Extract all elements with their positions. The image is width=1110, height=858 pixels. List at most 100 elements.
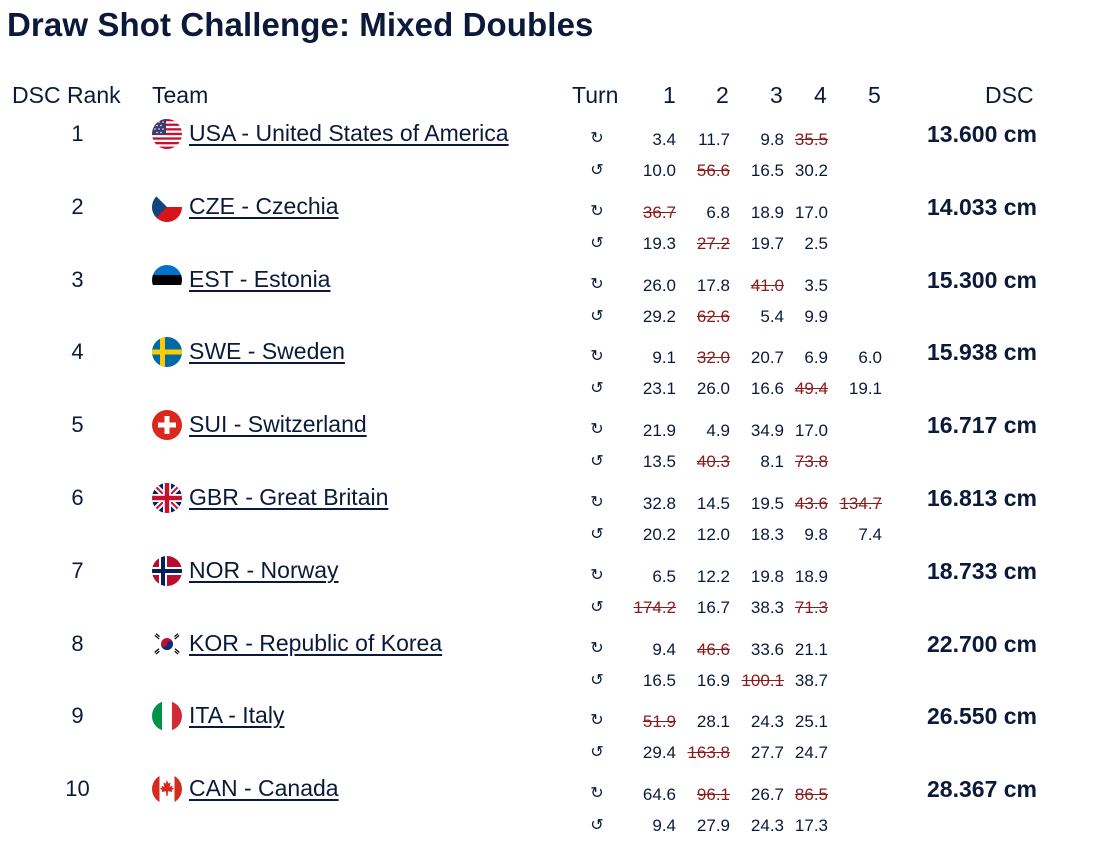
shot-score: 16.5	[750, 161, 784, 180]
rank-value: 7	[71, 557, 84, 583]
counterclockwise-turn-icon: ↺	[590, 162, 604, 179]
table-row: 3 EST - Estonia ↻ ↺ 26.0 17.8 41.0 3.5 29.2 62.6 5…	[0, 264, 1110, 336]
shot-score: 24.7	[794, 743, 828, 763]
dsc-value: 15.300 cm	[927, 266, 1037, 293]
clockwise-turn-icon: ↻	[590, 639, 604, 657]
shot-score: 6.9	[804, 348, 828, 368]
shot-score: 12.0	[696, 525, 730, 544]
shot-score: 13.5	[642, 452, 676, 472]
discarded-score: 46.6	[696, 639, 730, 659]
shot-score: 17.0	[794, 202, 828, 222]
header-end-2: 2	[716, 82, 729, 108]
table-row: 10 CAN - Canada ↻ ↺ 64.6 96.1 26.7 86.5 9.4 27.9 2…	[0, 773, 1110, 845]
team-link[interactable]: SWE - Sweden	[189, 338, 345, 365]
dsc-value: 16.717 cm	[927, 412, 1037, 439]
shot-score: 19.1	[848, 379, 882, 399]
shot-score: 24.3	[750, 712, 784, 732]
dsc-value: 28.367 cm	[927, 776, 1037, 803]
shot-score: 27.9	[696, 816, 730, 836]
shot-score: 12.2	[696, 566, 730, 586]
discarded-score: 36.7	[642, 202, 676, 222]
table-row: 1 USA - United States of America ↻ ↺ 3.4 11.7…	[0, 118, 1110, 190]
table-row: 6 GBR - Great Britain ↻ ↺ 32.8 14.5 19.5 43.6 13…	[0, 482, 1110, 554]
shot-score: 19.7	[750, 233, 784, 253]
shot-score: 2.5	[804, 233, 828, 253]
dsc-value: 22.700 cm	[927, 630, 1037, 657]
team-link[interactable]: GBR - Great Britain	[189, 484, 389, 510]
shot-score: 18.3	[750, 525, 784, 544]
shot-score: 38.7	[794, 670, 828, 690]
team-link[interactable]: ITA - Italy	[189, 702, 285, 729]
clockwise-turn-icon: ↻	[590, 130, 604, 147]
team-link[interactable]: NOR - Norway	[189, 556, 339, 583]
shot-score: 18.9	[794, 566, 828, 586]
shot-score: 27.7	[750, 743, 784, 763]
team-link[interactable]: EST - Estonia	[189, 265, 331, 292]
rank-value: 10	[65, 776, 90, 802]
shot-score: 19.3	[642, 233, 676, 253]
shot-score: 3.4	[652, 130, 676, 149]
shot-score: 11.7	[698, 130, 730, 149]
header-dsc: DSC	[985, 82, 1034, 108]
table-row: 5 SUI - Switzerland ↻ ↺ 21.9 4.9 34.9 17.0 13.5 4…	[0, 409, 1110, 481]
shot-score: 9.9	[804, 306, 828, 326]
header-dsc-rank: DSC Rank	[12, 82, 121, 108]
table-row: 2 CZE - Czechia ↻ ↺ 36.7 6.8 18.9 17.0 19.3 27.2 1…	[0, 191, 1110, 263]
counterclockwise-turn-icon: ↺	[590, 671, 604, 689]
shot-score: 8.1	[760, 452, 784, 472]
shot-score: 4.9	[706, 421, 730, 441]
clockwise-turn-icon: ↻	[590, 275, 604, 293]
rank-value: 2	[71, 193, 84, 219]
discarded-score: 73.8	[794, 452, 828, 472]
counterclockwise-turn-icon: ↺	[590, 744, 604, 762]
team-link[interactable]: USA - United States of America	[189, 120, 509, 146]
counterclockwise-turn-icon: ↺	[590, 380, 604, 398]
shot-score: 38.3	[750, 597, 784, 617]
shot-score: 16.5	[642, 670, 676, 690]
team-link[interactable]: CZE - Czechia	[189, 192, 339, 219]
discarded-score: 32.0	[696, 348, 730, 368]
clockwise-turn-icon: ↻	[590, 494, 604, 511]
discarded-score: 40.3	[696, 452, 730, 472]
discarded-score: 86.5	[794, 785, 828, 805]
shot-score: 28.1	[696, 712, 730, 732]
clockwise-turn-icon: ↻	[590, 712, 604, 730]
shot-score: 21.1	[794, 639, 828, 659]
czechia-flag-icon	[152, 191, 182, 222]
counterclockwise-turn-icon: ↺	[590, 598, 604, 616]
team-link[interactable]: KOR - Republic of Korea	[189, 629, 443, 656]
discarded-score: 134.7	[839, 494, 882, 513]
shot-score: 20.2	[642, 525, 676, 544]
rank-value: 3	[71, 266, 84, 292]
discarded-score: 174.2	[633, 597, 676, 617]
team-link[interactable]: CAN - Canada	[189, 775, 339, 802]
shot-score: 16.9	[696, 670, 730, 690]
shot-score: 30.2	[794, 161, 828, 180]
shot-score: 5.4	[760, 306, 784, 326]
shot-score: 6.5	[652, 566, 676, 586]
clockwise-turn-icon: ↻	[590, 566, 604, 584]
header-turn: Turn	[572, 82, 619, 108]
shot-score: 6.0	[858, 348, 882, 368]
shot-score: 17.0	[794, 421, 828, 441]
shot-score: 18.9	[750, 202, 784, 222]
header-end-1: 1	[663, 82, 676, 108]
korea-flag-icon	[152, 628, 182, 659]
rank-value: 8	[71, 630, 84, 656]
shot-score: 17.8	[696, 275, 730, 295]
great-britain-flag-icon	[152, 483, 182, 513]
shot-score: 29.2	[642, 306, 676, 326]
shot-score: 16.6	[750, 379, 784, 399]
shot-score: 19.8	[750, 566, 784, 586]
team-link[interactable]: SUI - Switzerland	[189, 411, 367, 438]
clockwise-turn-icon: ↻	[590, 421, 604, 439]
canada-flag-icon	[152, 774, 182, 805]
shot-score: 19.5	[750, 494, 784, 513]
table-row: 4 SWE - Sweden ↻ ↺ 9.1 32.0 20.7 6.9 6.0 23.1 26.0…	[0, 336, 1110, 408]
norway-flag-icon	[152, 555, 182, 586]
counterclockwise-turn-icon: ↺	[590, 453, 604, 471]
rank-value: 4	[71, 339, 84, 365]
italy-flag-icon	[152, 701, 182, 732]
shot-score: 9.4	[652, 639, 676, 659]
counterclockwise-turn-icon: ↺	[590, 526, 604, 543]
